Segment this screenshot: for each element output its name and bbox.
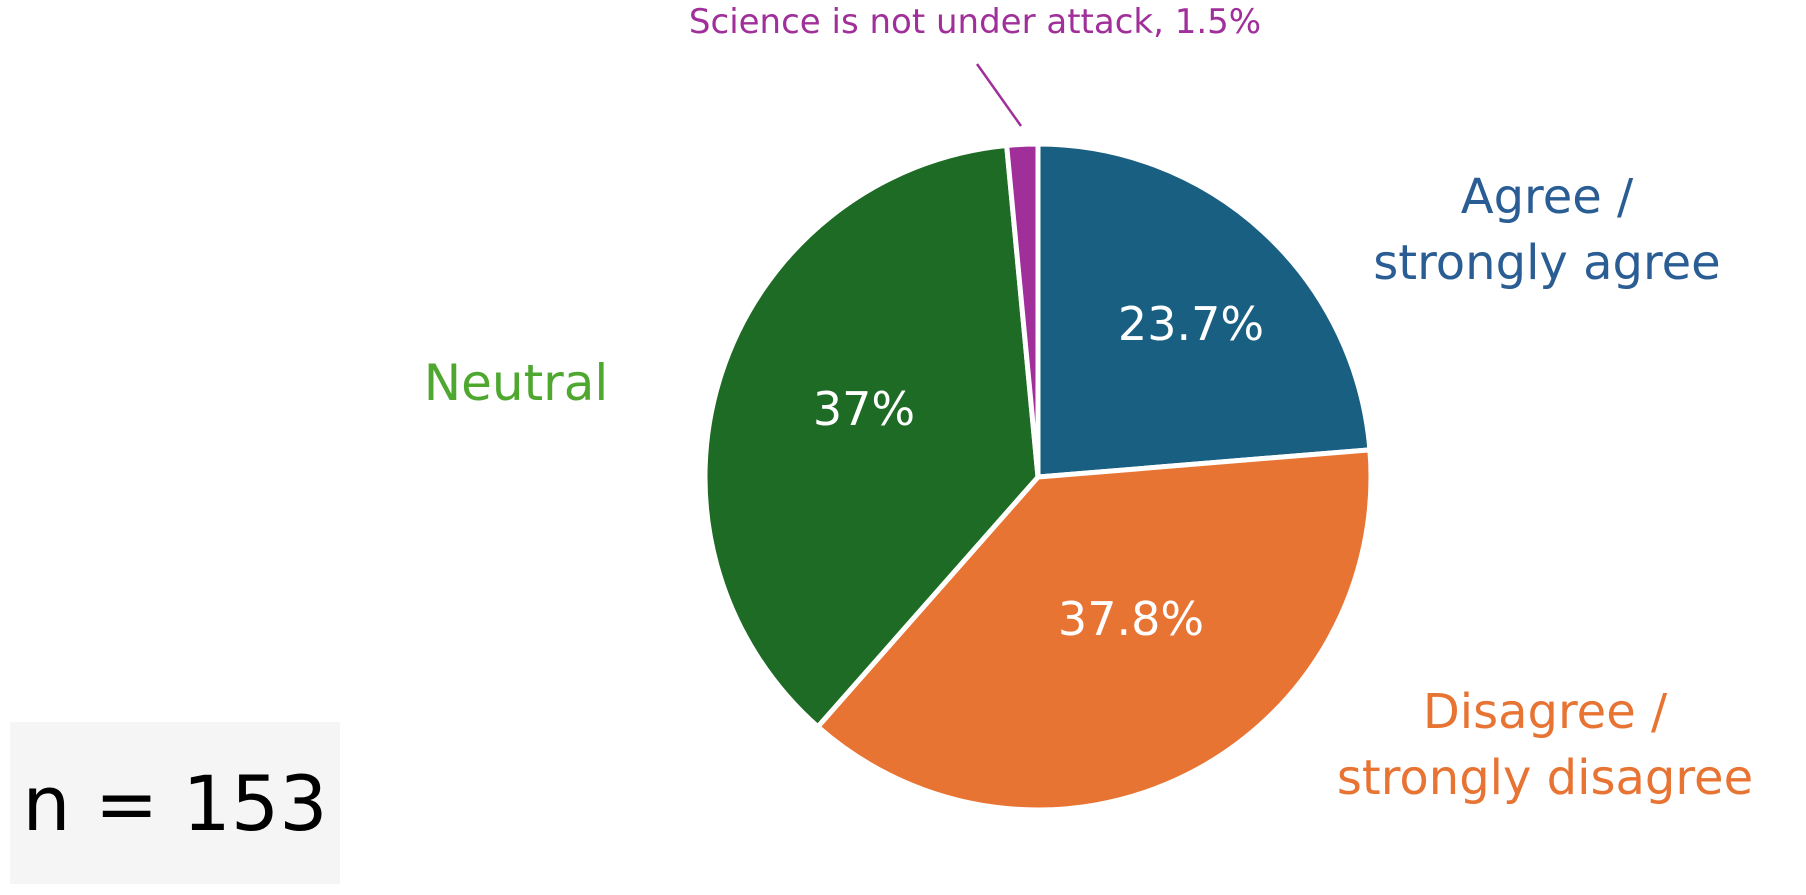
- value-label-neutral: 37%: [813, 382, 915, 436]
- sample-size-box: n = 153: [10, 722, 340, 884]
- value-label-disagree: 37.8%: [1058, 592, 1204, 646]
- pie-slice-disagree: [815, 447, 1374, 813]
- category-label-agree-line-2: strongly agree: [1373, 235, 1720, 291]
- category-label-disagree-line-2: strongly disagree: [1337, 750, 1753, 806]
- pie-slices: [702, 141, 1374, 813]
- category-label-not-under-attack: Science is not under attack, 1.5%: [689, 2, 1261, 42]
- pie-slice-not-under-attack: [1004, 141, 1041, 480]
- pie-slice-agree: [1035, 141, 1373, 480]
- pie-slice-neutral: [702, 142, 1041, 730]
- pie-value-labels: 23.7% 37.8% 37%: [813, 297, 1264, 646]
- pie-category-labels: Agree / strongly agree Disagree / strongly …: [424, 2, 1753, 806]
- leader-line: [975, 63, 1023, 127]
- value-label-agree: 23.7%: [1118, 297, 1264, 351]
- category-label-agree-line-1: Agree /: [1461, 169, 1634, 225]
- sample-size-label: n = 153: [22, 758, 328, 848]
- category-label-disagree-line-1: Disagree /: [1423, 684, 1668, 740]
- category-label-neutral: Neutral: [424, 354, 609, 412]
